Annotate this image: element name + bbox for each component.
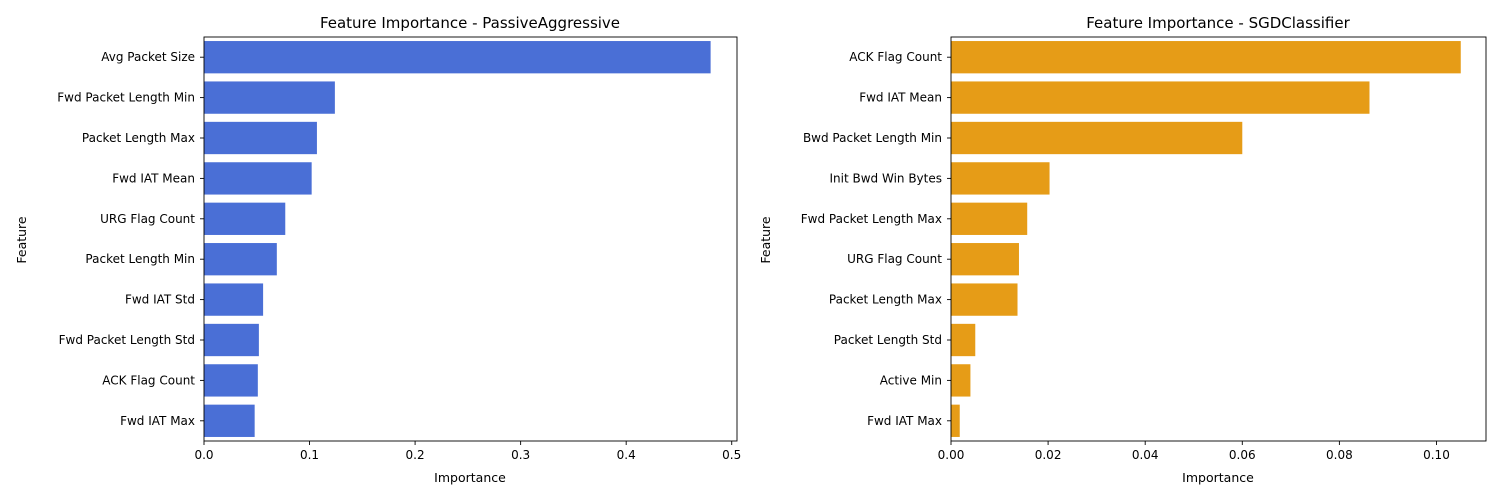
plot-frame <box>950 36 1487 442</box>
x-tick-label: 0.0 <box>194 448 213 462</box>
y-tick-label: ACK Flag Count <box>849 50 942 64</box>
x-axis-label: Importance <box>434 470 506 485</box>
x-tick-label: 0.4 <box>617 448 636 462</box>
chart-title: Feature Importance - PassiveAggressive <box>320 14 620 32</box>
x-tick-label: 0.00 <box>938 448 965 462</box>
bar <box>951 364 971 397</box>
plot-frame <box>203 36 738 442</box>
y-tick-label: Bwd Packet Length Min <box>803 131 942 145</box>
chart-panel-sgdclassifier: Feature Importance - SGDClassifier Impor… <box>758 14 1487 485</box>
y-tick-label: Active Min <box>880 373 942 387</box>
y-tick-label: Fwd Packet Length Std <box>59 333 195 347</box>
bar <box>204 41 711 74</box>
bar <box>951 162 1050 195</box>
bar <box>204 283 264 316</box>
bar <box>951 202 1028 235</box>
bar <box>951 404 960 437</box>
chart-title: Feature Importance - SGDClassifier <box>1086 14 1350 32</box>
y-tick-label: Fwd Packet Length Min <box>57 91 195 105</box>
bar <box>951 323 976 357</box>
y-tick-label: Fwd IAT Mean <box>112 171 195 185</box>
y-tick-label: Fwd Packet Length Max <box>801 212 942 226</box>
y-tick-label: Packet Length Max <box>829 293 942 307</box>
bar <box>951 41 1461 74</box>
y-tick-label: Packet Length Max <box>82 131 195 145</box>
x-tick-label: 0.02 <box>1035 448 1062 462</box>
chart-panel-passiveaggressive: Feature Importance - PassiveAggressive I… <box>14 14 741 485</box>
bar <box>204 202 286 235</box>
x-axis-label: Importance <box>1182 470 1254 485</box>
y-tick-label: Avg Packet Size <box>101 50 195 64</box>
bar <box>204 81 335 114</box>
bar <box>951 81 1370 114</box>
x-tick-label: 0.2 <box>406 448 425 462</box>
bar <box>204 121 317 155</box>
x-tick-label: 0.06 <box>1229 448 1256 462</box>
y-tick-label: Fwd IAT Std <box>125 293 195 307</box>
y-tick-label: Fwd IAT Max <box>120 414 195 428</box>
x-tick-label: 0.1 <box>300 448 319 462</box>
bar <box>204 243 277 276</box>
y-axis-label: Feature <box>14 216 29 264</box>
bar <box>204 364 258 397</box>
x-tick-label: 0.5 <box>722 448 741 462</box>
bar <box>951 121 1243 155</box>
y-tick-label: Init Bwd Win Bytes <box>829 171 942 185</box>
bar <box>204 404 255 437</box>
y-tick-label: Fwd IAT Max <box>867 414 942 428</box>
bar <box>951 283 1018 316</box>
x-tick-label: 0.3 <box>511 448 530 462</box>
bar <box>204 323 259 357</box>
y-axis-label: Feature <box>758 216 773 264</box>
bar <box>951 243 1019 276</box>
y-tick-label: Packet Length Std <box>834 333 942 347</box>
y-tick-label: URG Flag Count <box>847 252 942 266</box>
x-tick-label: 0.04 <box>1132 448 1159 462</box>
y-tick-label: Fwd IAT Mean <box>859 91 942 105</box>
y-tick-label: ACK Flag Count <box>102 373 195 387</box>
y-tick-label: Packet Length Min <box>85 252 195 266</box>
x-tick-label: 0.08 <box>1326 448 1353 462</box>
x-tick-label: 0.10 <box>1423 448 1450 462</box>
y-tick-label: URG Flag Count <box>100 212 195 226</box>
bar <box>204 162 312 195</box>
